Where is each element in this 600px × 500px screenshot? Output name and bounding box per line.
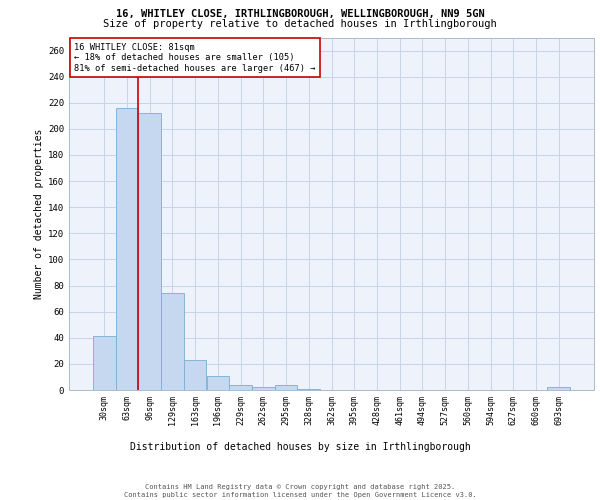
Bar: [252, 388, 275, 390]
Bar: [547, 388, 570, 390]
Bar: [298, 388, 320, 390]
Text: 16 WHITLEY CLOSE: 81sqm
← 18% of detached houses are smaller (105)
81% of semi-d: 16 WHITLEY CLOSE: 81sqm ← 18% of detache…: [74, 43, 316, 72]
Bar: [139, 113, 161, 390]
Bar: [116, 108, 139, 390]
Bar: [161, 294, 184, 390]
Text: Contains HM Land Registry data © Crown copyright and database right 2025.
Contai: Contains HM Land Registry data © Crown c…: [124, 484, 476, 498]
Bar: [275, 385, 298, 390]
Bar: [229, 385, 252, 390]
Text: Size of property relative to detached houses in Irthlingborough: Size of property relative to detached ho…: [103, 19, 497, 29]
Bar: [184, 360, 206, 390]
Text: Distribution of detached houses by size in Irthlingborough: Distribution of detached houses by size …: [130, 442, 470, 452]
Bar: [206, 376, 229, 390]
Y-axis label: Number of detached properties: Number of detached properties: [34, 128, 44, 299]
Bar: [93, 336, 116, 390]
Text: 16, WHITLEY CLOSE, IRTHLINGBOROUGH, WELLINGBOROUGH, NN9 5GN: 16, WHITLEY CLOSE, IRTHLINGBOROUGH, WELL…: [116, 9, 484, 19]
